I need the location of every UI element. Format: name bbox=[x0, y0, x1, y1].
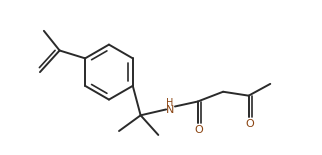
Text: O: O bbox=[246, 119, 254, 129]
Text: N: N bbox=[166, 105, 174, 115]
Text: H: H bbox=[166, 97, 174, 108]
Text: O: O bbox=[195, 125, 204, 135]
